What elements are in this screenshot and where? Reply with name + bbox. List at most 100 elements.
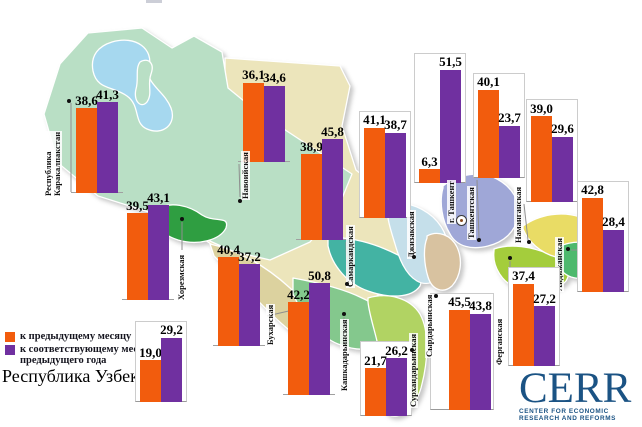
bar-prev-year-kashkadarya: [309, 283, 330, 395]
region-dot-jizzakh: [412, 255, 416, 259]
bar-prev-year-syrdarya: [470, 313, 491, 410]
bar-prev-year-tashkent_region: [499, 125, 520, 178]
legend-label-prev-year: к соответствующему месяцу предыдущего го…: [20, 344, 156, 366]
cerr-logo: CERR CENTER FOR ECONOMIC RESEARCH AND RE…: [519, 365, 641, 422]
bar-prev-year-andijan: [603, 229, 624, 292]
region-label-fergana: Ферганская: [494, 317, 504, 366]
bar-prev-year-fergana: [534, 306, 555, 366]
value-label-prev-month-navoi: 36,1: [242, 67, 265, 83]
legend-swatch-purple: [5, 345, 15, 355]
region-dot-andijan: [566, 247, 570, 251]
value-label-prev-month-andijan: 42,8: [581, 182, 604, 198]
value-label-prev-month-kashkadarya: 42,2: [287, 286, 310, 302]
region-label-tashkent_city: г. Ташкент: [446, 180, 456, 224]
cerr-logo-subtitle-line1: CENTER FOR ECONOMIC: [519, 408, 609, 415]
bar-prev-year-surkhandarya: [386, 358, 407, 416]
region-label-bukhara: Бухарская: [265, 303, 275, 346]
region-label-tashkent_region: Ташкентская: [466, 186, 476, 240]
cerr-logo-wordmark: CERR: [519, 365, 632, 412]
value-label-prev-month-jizzakh: 41,1: [363, 112, 386, 128]
region-label-jizzakh: Джизакская: [406, 210, 416, 259]
region-dot-surkhandarya: [410, 348, 414, 352]
value-label-prev-year-samarkand: 45,8: [321, 123, 344, 139]
value-label-prev-year-karakalpakstan: 41,3: [96, 86, 119, 102]
region-label-khorezm: Хорезмская: [176, 253, 186, 301]
bar-prev-year-karakalpakstan: [97, 102, 118, 193]
region-shape-syrdarya: [423, 232, 462, 291]
value-label-prev-month-samarkand: 38,9: [300, 138, 323, 154]
bar-prev-year-khorezm: [148, 205, 169, 300]
value-label-prev-year-tashkent_city: 51,5: [439, 54, 462, 70]
region-label-namangan: Наманганская: [513, 185, 523, 244]
bar-prev-month-kashkadarya: [288, 302, 309, 395]
region-dot-kashkadarya: [342, 312, 346, 316]
value-label-prev-year-bukhara: 37,2: [238, 248, 261, 264]
bar-prev-year-uzbekistan: [161, 337, 182, 402]
bar-prev-month-syrdarya: [449, 309, 470, 410]
bar-prev-year-bukhara: [239, 264, 260, 346]
cerr-logo-subtitle: CENTER FOR ECONOMIC RESEARCH AND REFORMS: [519, 408, 641, 422]
bar-prev-month-karakalpakstan: [76, 108, 97, 193]
legend-row-prev-month: к предыдущему месяцу: [5, 331, 155, 342]
value-label-prev-year-tashkent_region: 23,7: [498, 110, 521, 126]
value-label-prev-year-andijan: 28,4: [602, 214, 625, 230]
value-label-prev-month-uzbekistan: 19,0: [139, 344, 162, 360]
region-label-line: Каракалпакстан: [52, 131, 62, 196]
value-label-prev-year-namangan: 29,6: [551, 121, 574, 137]
region-dot-namangan: [527, 240, 531, 244]
bar-prev-month-bukhara: [218, 257, 239, 346]
region-dot-navoi: [238, 199, 242, 203]
value-label-prev-month-khorezm: 39,5: [126, 197, 149, 213]
region-dot-syrdarya: [434, 294, 438, 298]
region-dot-samarkand: [345, 282, 349, 286]
bar-prev-year-tashkent_city: [440, 69, 461, 183]
bar-prev-month-fergana: [513, 283, 534, 366]
value-label-prev-year-khorezm: 43,1: [147, 189, 170, 205]
value-label-prev-year-navoi: 34,6: [263, 70, 286, 86]
bar-prev-year-samarkand: [322, 139, 343, 240]
value-label-prev-year-surkhandarya: 26,2: [385, 342, 408, 358]
region-dot-khorezm: [180, 217, 184, 221]
cropped-title-fragment: [146, 0, 162, 3]
region-label-syrdarya: Сырдарьинская: [424, 293, 434, 358]
region-label-surkhandarya: Сурхандарьинская: [408, 332, 418, 408]
value-label-prev-month-fergana: 37,4: [512, 268, 535, 284]
bar-prev-month-navoi: [243, 82, 264, 162]
legend-row-prev-year: к соответствующему месяцу предыдущего го…: [5, 344, 155, 366]
bar-prev-month-jizzakh: [364, 127, 385, 218]
legend: к предыдущему месяцу к соответствующему …: [5, 331, 155, 368]
value-label-prev-month-namangan: 39,0: [530, 100, 553, 116]
bar-prev-month-tashkent_city: [419, 169, 440, 183]
tashkent-city-marker: [456, 215, 467, 226]
legend-swatch-orange: [5, 332, 15, 342]
region-dot-tashkent_region: [477, 238, 481, 242]
region-label-navoi: Навоийская: [240, 151, 250, 200]
bar-prev-month-namangan: [531, 116, 552, 202]
region-label-samarkand: Самаркандская: [345, 225, 355, 288]
region-label-karakalpakstan: Республика Каракалпакстан: [43, 130, 62, 197]
value-label-prev-month-bukhara: 40,4: [217, 241, 240, 257]
bar-prev-month-andijan: [582, 197, 603, 292]
bar-prev-month-uzbekistan: [140, 360, 161, 402]
bar-prev-year-namangan: [552, 136, 573, 202]
value-label-prev-year-uzbekistan: 29,2: [160, 322, 183, 338]
value-label-prev-month-tashkent_city: 6,3: [421, 153, 438, 169]
bar-prev-month-samarkand: [301, 154, 322, 240]
value-label-prev-month-karakalpakstan: 38,6: [75, 92, 98, 108]
bar-prev-year-navoi: [264, 85, 285, 162]
value-label-prev-year-jizzakh: 38,7: [384, 117, 407, 133]
region-dot-fergana: [508, 256, 512, 260]
value-label-prev-year-kashkadarya: 50,8: [308, 267, 331, 283]
value-label-prev-month-syrdarya: 45,5: [448, 294, 471, 310]
value-label-prev-month-surkhandarya: 21,7: [364, 352, 387, 368]
region-label-kashkadarya: Кашкадарьинская: [339, 318, 349, 392]
region-dot-karakalpakstan: [67, 99, 71, 103]
bar-prev-month-tashkent_region: [478, 89, 499, 178]
bar-prev-month-surkhandarya: [365, 368, 386, 416]
value-label-prev-month-tashkent_region: 40,1: [477, 74, 500, 90]
region-shape-aral-island: [134, 59, 153, 106]
bar-prev-month-khorezm: [127, 213, 148, 300]
bar-prev-year-jizzakh: [385, 132, 406, 218]
value-label-prev-year-syrdarya: 43,8: [469, 298, 492, 314]
